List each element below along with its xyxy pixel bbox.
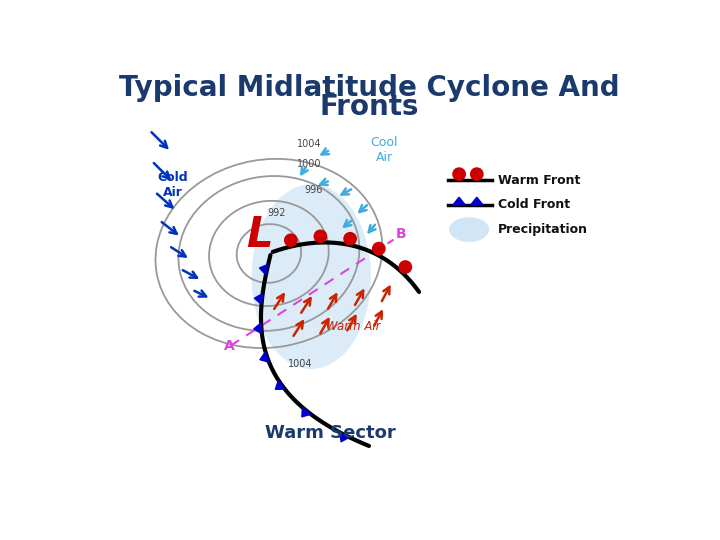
Polygon shape xyxy=(471,197,483,205)
Circle shape xyxy=(344,233,356,245)
Circle shape xyxy=(453,168,465,180)
Text: Fronts: Fronts xyxy=(319,93,419,121)
Text: Typical Midlatitude Cyclone And: Typical Midlatitude Cyclone And xyxy=(119,74,619,102)
Circle shape xyxy=(471,168,483,180)
Circle shape xyxy=(399,261,412,273)
Text: L: L xyxy=(246,214,272,256)
Polygon shape xyxy=(275,381,284,389)
Text: 996: 996 xyxy=(305,185,323,195)
Ellipse shape xyxy=(251,184,371,369)
Text: 1004: 1004 xyxy=(288,360,312,369)
Text: 1000: 1000 xyxy=(297,159,321,169)
Polygon shape xyxy=(260,352,269,362)
Text: Warm Front: Warm Front xyxy=(498,174,581,187)
Text: 1004: 1004 xyxy=(297,139,321,149)
Text: Warm Sector: Warm Sector xyxy=(265,424,396,442)
Text: B: B xyxy=(396,227,407,241)
Polygon shape xyxy=(253,323,262,334)
Text: Cool
Air: Cool Air xyxy=(371,136,398,164)
Circle shape xyxy=(373,242,385,255)
Polygon shape xyxy=(302,408,311,417)
Text: A: A xyxy=(224,339,235,353)
Circle shape xyxy=(284,234,297,246)
Circle shape xyxy=(314,230,327,242)
Text: 992: 992 xyxy=(267,208,286,219)
Text: Warm Air: Warm Air xyxy=(326,320,381,333)
Text: Cold
Air: Cold Air xyxy=(158,171,188,199)
Text: Cold Front: Cold Front xyxy=(498,198,570,212)
Ellipse shape xyxy=(449,217,489,242)
Polygon shape xyxy=(453,197,465,205)
Polygon shape xyxy=(259,264,268,275)
Polygon shape xyxy=(254,294,263,305)
Polygon shape xyxy=(340,433,349,442)
Text: Precipitation: Precipitation xyxy=(498,223,588,236)
